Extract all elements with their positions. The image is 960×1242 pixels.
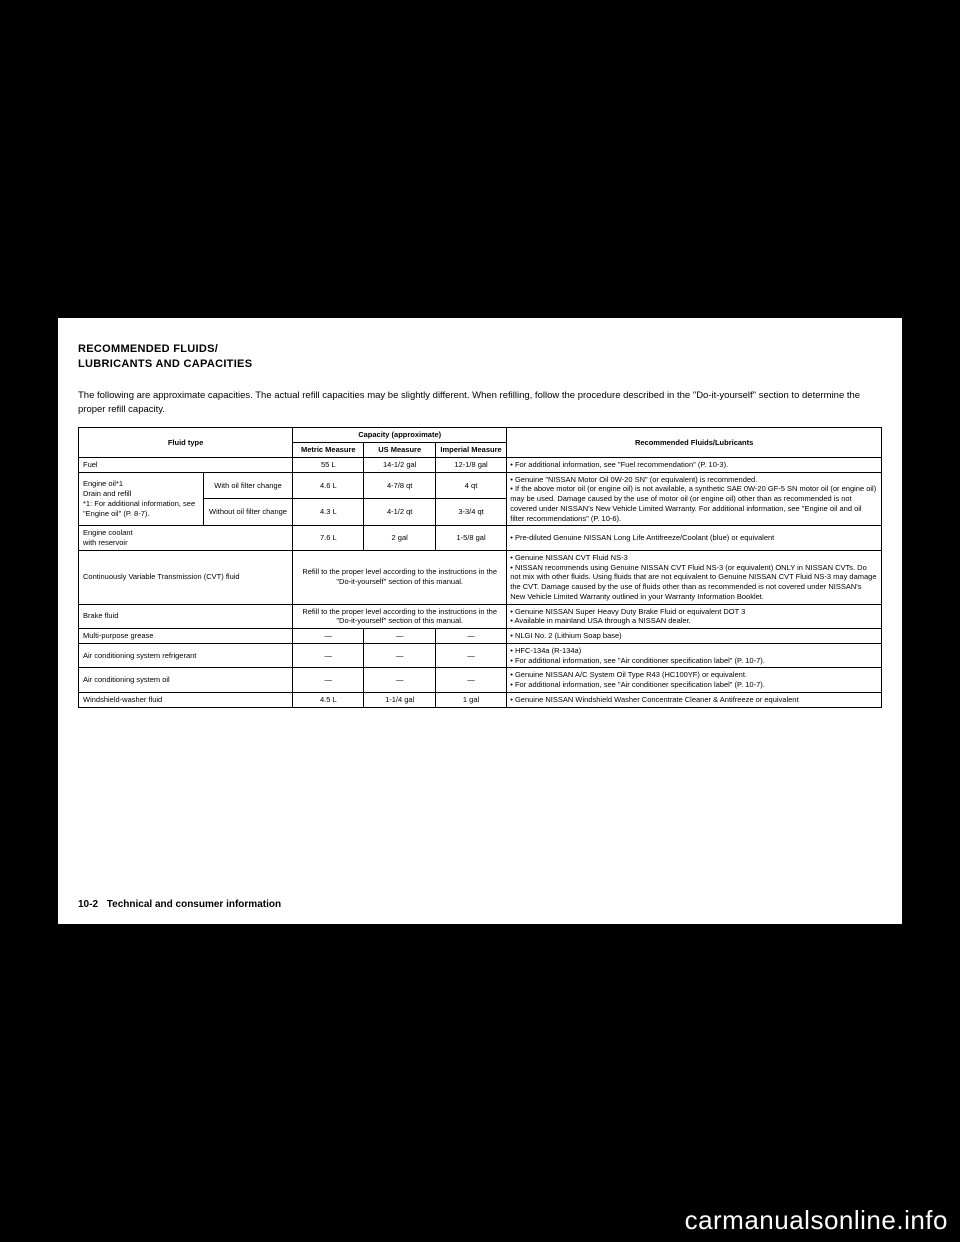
cell-washer-metric: 4.5 L <box>293 692 364 707</box>
cell-coolant-metric: 7.6 L <box>293 526 364 551</box>
heading-line-1: RECOMMENDED FLUIDS/ <box>78 342 882 357</box>
header-us: US Measure <box>364 443 435 458</box>
cell-oil-with-imperial: 4 qt <box>435 472 506 499</box>
cell-oil-with-us: 4-7/8 qt <box>364 472 435 499</box>
page-number: 10-2 <box>78 899 98 910</box>
cell-cvt-note: Refill to the proper level according to … <box>293 550 507 604</box>
cell-ac-refrigerant-rec: • HFC-134a (R-134a) • For additional inf… <box>507 643 882 668</box>
header-recommended: Recommended Fluids/Lubricants <box>507 428 882 458</box>
table-row: Multi-purpose grease — — — • NLGI No. 2 … <box>79 629 882 644</box>
table-row: Air conditioning system refrigerant — — … <box>79 643 882 668</box>
table-row: Fuel 55 L 14-1/2 gal 12-1/8 gal • For ad… <box>79 457 882 472</box>
cell-ac-oil-rec: • Genuine NISSAN A/C System Oil Type R43… <box>507 668 882 693</box>
cell-cvt-rec: • Genuine NISSAN CVT Fluid NS-3 • NISSAN… <box>507 550 882 604</box>
table-row: Engine coolant with reservoir 7.6 L 2 ga… <box>79 526 882 551</box>
cell-grease-rec: • NLGI No. 2 (Lithium Soap base) <box>507 629 882 644</box>
cell-washer-label: Windshield-washer fluid <box>79 692 293 707</box>
cell-brake-note: Refill to the proper level according to … <box>293 604 507 629</box>
cell-oil-without-us: 4-1/2 qt <box>364 499 435 526</box>
cell-ac-refrigerant-metric: — <box>293 643 364 668</box>
cell-grease-metric: — <box>293 629 364 644</box>
cell-coolant-imperial: 1-5/8 gal <box>435 526 506 551</box>
cell-oil-rec: • Genuine "NISSAN Motor Oil 0W-20 SN" (o… <box>507 472 882 526</box>
cell-ac-refrigerant-us: — <box>364 643 435 668</box>
table-row: Air conditioning system oil — — — • Genu… <box>79 668 882 693</box>
cell-washer-rec: • Genuine NISSAN Windshield Washer Conce… <box>507 692 882 707</box>
fluids-table: Fluid type Capacity (approximate) Recomm… <box>78 427 882 707</box>
cell-oil-without-filter: Without oil filter change <box>203 499 292 526</box>
cell-cvt-label: Continuously Variable Transmission (CVT)… <box>79 550 293 604</box>
cell-grease-imperial: — <box>435 629 506 644</box>
cell-oil-label: Engine oil*1 Drain and refill *1: For ad… <box>79 472 204 526</box>
header-metric: Metric Measure <box>293 443 364 458</box>
table-row: Windshield-washer fluid 4.5 L 1-1/4 gal … <box>79 692 882 707</box>
table-row: Continuously Variable Transmission (CVT)… <box>79 550 882 604</box>
header-imperial: Imperial Measure <box>435 443 506 458</box>
page-footer: 10-2 Technical and consumer information <box>78 899 281 910</box>
cell-washer-us: 1-1/4 gal <box>364 692 435 707</box>
cell-ac-oil-metric: — <box>293 668 364 693</box>
section-name: Technical and consumer information <box>107 899 281 910</box>
cell-fuel-us: 14-1/2 gal <box>364 457 435 472</box>
cell-grease-us: — <box>364 629 435 644</box>
cell-ac-refrigerant-imperial: — <box>435 643 506 668</box>
cell-ac-oil-label: Air conditioning system oil <box>79 668 293 693</box>
table-row: Engine oil*1 Drain and refill *1: For ad… <box>79 472 882 499</box>
intro-paragraph: The following are approximate capacities… <box>78 389 882 418</box>
cell-ac-refrigerant-label: Air conditioning system refrigerant <box>79 643 293 668</box>
cell-brake-rec: • Genuine NISSAN Super Heavy Duty Brake … <box>507 604 882 629</box>
cell-oil-without-metric: 4.3 L <box>293 499 364 526</box>
cell-fuel-imperial: 12-1/8 gal <box>435 457 506 472</box>
heading-line-2: LUBRICANTS AND CAPACITIES <box>78 357 882 372</box>
cell-oil-without-imperial: 3-3/4 qt <box>435 499 506 526</box>
cell-coolant-us: 2 gal <box>364 526 435 551</box>
manual-page: RECOMMENDED FLUIDS/ LUBRICANTS AND CAPAC… <box>58 318 902 924</box>
cell-brake-label: Brake fluid <box>79 604 293 629</box>
cell-grease-label: Multi-purpose grease <box>79 629 293 644</box>
table-row: Brake fluid Refill to the proper level a… <box>79 604 882 629</box>
cell-oil-with-filter: With oil filter change <box>203 472 292 499</box>
watermark: carmanualsonline.info <box>685 1205 948 1236</box>
cell-ac-oil-imperial: — <box>435 668 506 693</box>
cell-fuel-label: Fuel <box>79 457 293 472</box>
cell-fuel-rec: • For additional information, see "Fuel … <box>507 457 882 472</box>
cell-ac-oil-us: — <box>364 668 435 693</box>
cell-oil-with-metric: 4.6 L <box>293 472 364 499</box>
cell-coolant-label: Engine coolant with reservoir <box>79 526 293 551</box>
header-fluid-type: Fluid type <box>79 428 293 458</box>
cell-coolant-rec: • Pre-diluted Genuine NISSAN Long Life A… <box>507 526 882 551</box>
cell-washer-imperial: 1 gal <box>435 692 506 707</box>
header-capacity: Capacity (approximate) <box>293 428 507 443</box>
cell-fuel-metric: 55 L <box>293 457 364 472</box>
section-heading: RECOMMENDED FLUIDS/ LUBRICANTS AND CAPAC… <box>78 342 882 373</box>
